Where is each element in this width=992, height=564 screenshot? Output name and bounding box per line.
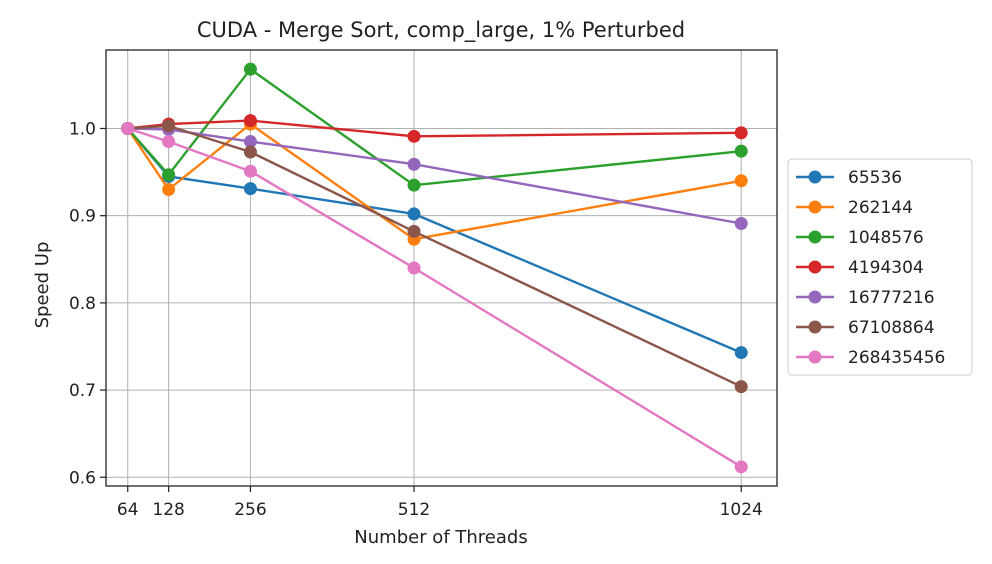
data-point-4194304 [407,129,421,143]
x-tick-label: 64 [117,500,139,520]
legend-marker [808,320,822,334]
data-point-1048576 [162,168,176,182]
data-point-4194304 [734,126,748,140]
legend-marker [808,290,822,304]
chart-title: CUDA - Merge Sort, comp_large, 1% Pertur… [197,18,685,43]
legend-box [787,158,973,376]
data-point-4194304 [243,114,257,128]
y-tick-label: 0.6 [69,468,96,488]
x-tick-label: 128 [152,500,184,520]
data-point-268435456 [121,121,135,135]
x-tick-label: 1024 [720,500,763,520]
data-point-1048576 [407,178,421,192]
x-tick-label: 256 [234,500,266,520]
y-axis-ticks: 0.6 0.7 0.8 0.9 1.0 [69,119,106,488]
x-axis-ticks: 64 128 256 512 1024 [117,486,763,520]
y-tick-label: 0.8 [69,294,96,314]
data-point-1048576 [243,62,257,76]
x-axis-label: Number of Threads [354,527,527,548]
data-point-67108864 [243,145,257,159]
legend: 65536 262144 1048576 4194304 16777216 6710886… [787,158,973,376]
legend-label: 262144 [848,198,913,218]
x-tick-label: 512 [398,500,430,520]
legend-label: 65536 [848,168,902,188]
plot-area-frame [105,49,778,487]
legend-marker [808,170,822,184]
data-point-262144 [734,174,748,188]
data-point-16777216 [734,217,748,231]
y-axis-label: Speed Up [32,242,53,329]
data-point-268435456 [162,135,176,149]
data-point-67108864 [407,224,421,238]
data-point-268435456 [734,460,748,474]
legend-label: 1048576 [848,228,924,248]
y-tick-label: 0.7 [69,381,96,401]
series-lines [121,62,748,474]
data-point-268435456 [407,261,421,275]
legend-marker [808,260,822,274]
data-point-67108864 [162,119,176,133]
data-point-65536 [243,182,257,196]
legend-marker [808,350,822,364]
data-point-65536 [734,346,748,360]
legend-label: 16777216 [848,288,935,308]
legend-marker [808,230,822,244]
data-point-262144 [162,183,176,197]
legend-label: 268435456 [848,348,945,368]
data-point-16777216 [407,157,421,171]
data-point-67108864 [734,380,748,394]
data-point-268435456 [243,164,257,178]
data-point-16777216 [243,135,257,149]
data-point-1048576 [734,144,748,158]
data-point-65536 [407,207,421,221]
legend-label: 4194304 [848,258,924,278]
legend-label: 67108864 [848,318,935,338]
legend-marker [808,200,822,214]
y-tick-label: 1.0 [69,119,96,139]
y-tick-label: 0.9 [69,207,96,227]
